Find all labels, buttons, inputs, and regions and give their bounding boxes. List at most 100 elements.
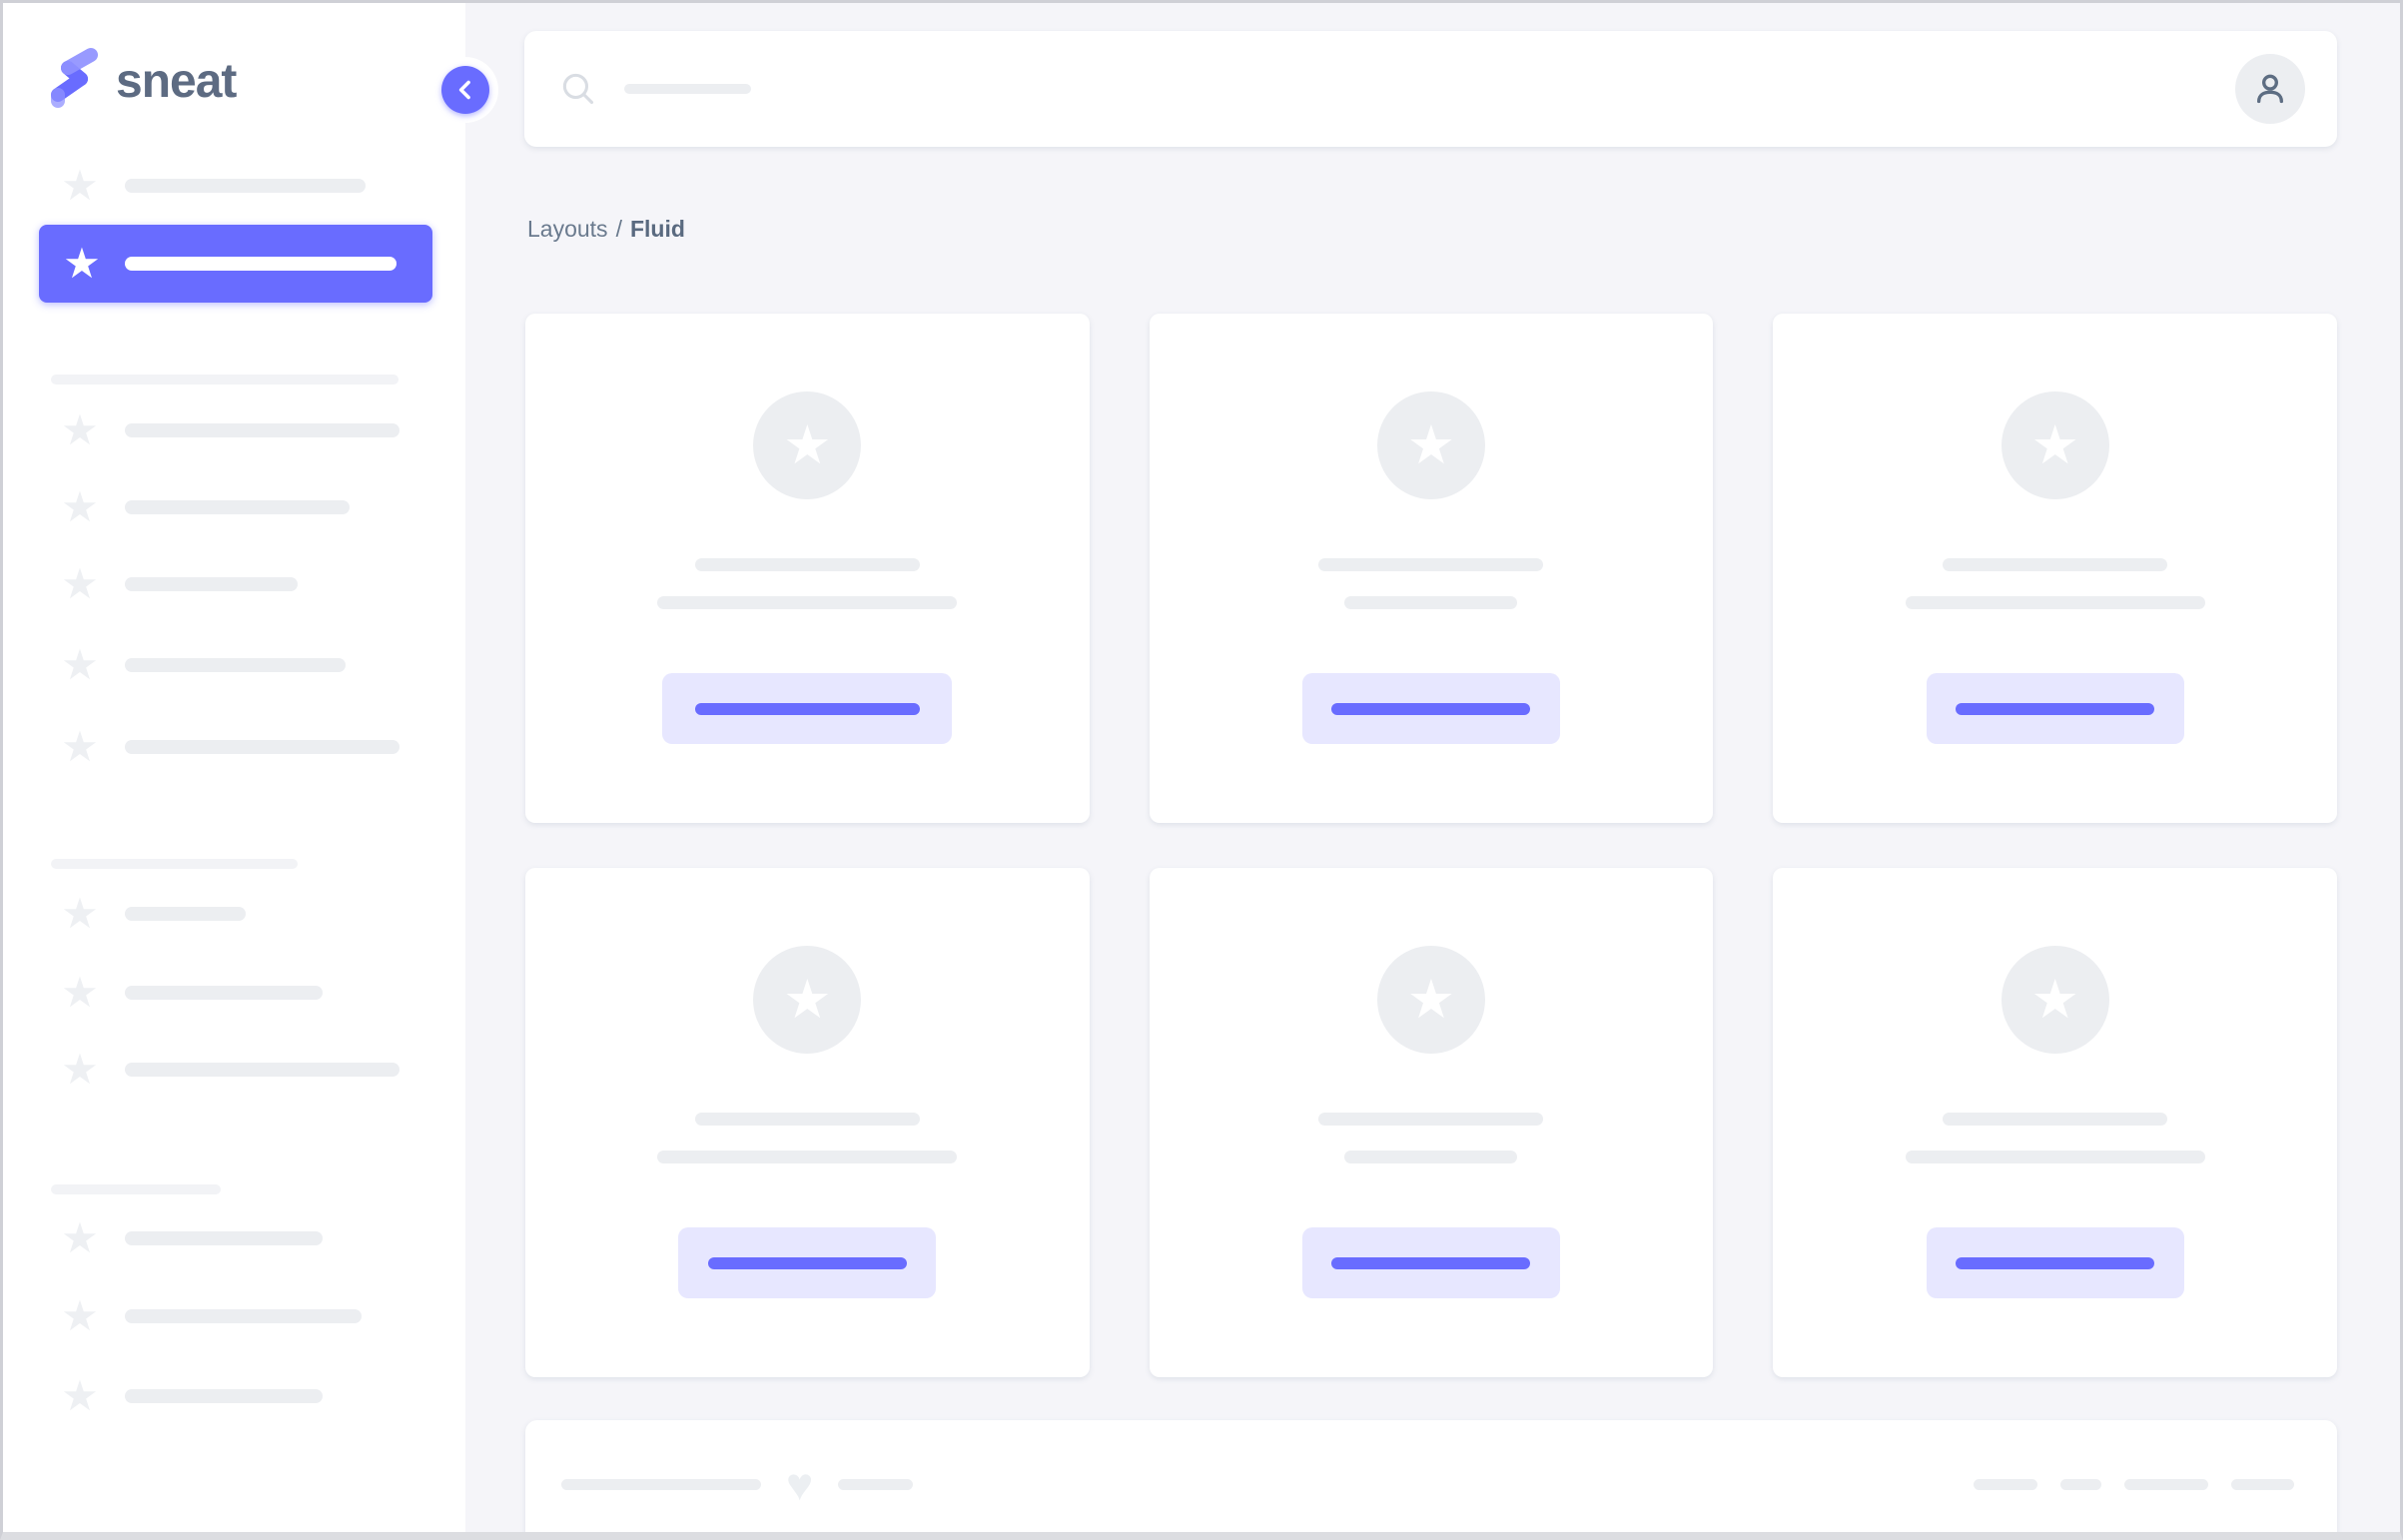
card-text-bar [1905, 1151, 2205, 1163]
card-action-button[interactable] [1926, 1227, 2184, 1298]
heart-icon: ♥ [786, 1458, 814, 1510]
sidebar-item[interactable]: ★ [3, 1199, 465, 1277]
sidebar-item-label-bar [125, 257, 397, 271]
footer-left-group: ♥ [561, 1458, 914, 1510]
placeholder-card: ★ [1149, 868, 1714, 1377]
card-text-bar [694, 1113, 920, 1126]
button-label-bar [707, 1256, 907, 1269]
sidebar-item[interactable]: ★ [3, 1277, 465, 1355]
footer-link-bar [2124, 1478, 2208, 1490]
app-logo[interactable]: sneat [48, 47, 237, 117]
card-grid: ★ ★ ★ ★ ★ ★ [525, 314, 2337, 1377]
star-icon: ★ [61, 723, 99, 770]
sidebar-item[interactable]: ★ [3, 468, 465, 546]
card-action-button[interactable] [1926, 673, 2184, 744]
sidebar-item-label-bar [125, 658, 346, 672]
sidebar-item-label-bar [125, 577, 298, 591]
sidebar-section-heading-bar [51, 859, 298, 869]
search-icon [562, 73, 594, 105]
sidebar-item-label-bar [125, 423, 400, 437]
sidebar-menu: ★ ★ ★ ★ ★ ★ ★ ★ ★ ★ ★ ★ ★ [3, 3, 465, 1532]
sidebar-item-label-bar [125, 986, 323, 1000]
sidebar-item[interactable]: ★ [3, 708, 465, 786]
card-text-bar [1344, 1151, 1518, 1163]
search-input[interactable] [560, 31, 751, 147]
user-avatar[interactable] [2235, 54, 2305, 124]
app-logo-text: sneat [116, 55, 237, 108]
breadcrumb-item-layouts[interactable]: Layouts [527, 216, 608, 242]
card-text-bar [694, 558, 920, 571]
placeholder-card: ★ [1773, 314, 2337, 823]
star-icon: ★ [61, 1214, 99, 1261]
sidebar-item[interactable]: ★ [3, 545, 465, 623]
topbar [524, 31, 2337, 147]
star-icon: ★ [2030, 415, 2079, 475]
sidebar-collapse-button[interactable] [432, 57, 498, 123]
card-text-bar [1943, 1113, 2168, 1126]
sidebar-item[interactable]: ★ [3, 875, 465, 953]
star-icon: ★ [61, 1292, 99, 1339]
button-label-bar [694, 702, 920, 715]
button-label-bar [1956, 702, 2155, 715]
breadcrumb: Layouts / Fluid [527, 215, 685, 243]
card-action-button[interactable] [678, 1227, 937, 1298]
star-icon: ★ [1406, 415, 1456, 475]
card-text-bar [1318, 1113, 1544, 1126]
card-text-bar [657, 596, 958, 609]
button-label-bar [1956, 1256, 2155, 1269]
sidebar-item-label-bar [125, 907, 246, 921]
card-action-button[interactable] [662, 673, 953, 744]
card-avatar-circle: ★ [2001, 391, 2109, 499]
sidebar-item-label-bar [125, 1063, 400, 1077]
star-icon: ★ [61, 162, 99, 209]
sidebar-item[interactable]: ★ [3, 954, 465, 1032]
card-avatar-circle: ★ [1376, 391, 1485, 499]
sidebar-item-label-bar [125, 740, 400, 754]
sidebar-section-heading-bar [51, 1184, 221, 1194]
user-icon [2257, 74, 2283, 104]
sidebar-item-label-bar [125, 1389, 323, 1403]
footer-link-bar [2231, 1478, 2294, 1490]
button-label-bar [1331, 702, 1531, 715]
star-icon: ★ [61, 969, 99, 1016]
sidebar-item-label-bar [125, 1231, 323, 1245]
placeholder-card: ★ [1773, 868, 2337, 1377]
card-action-button[interactable] [1301, 1227, 1560, 1298]
sidebar-item[interactable]: ★ [3, 147, 465, 225]
star-icon: ★ [61, 406, 99, 453]
sidebar-item-label-bar [125, 1309, 362, 1323]
chevron-left-icon [441, 66, 489, 114]
star-icon: ★ [1406, 970, 1456, 1030]
card-avatar-circle: ★ [753, 946, 862, 1054]
sidebar-item[interactable]: ★ [3, 1031, 465, 1109]
star-icon: ★ [61, 560, 99, 607]
card-avatar-circle: ★ [2001, 946, 2109, 1054]
card-text-bar [1318, 558, 1544, 571]
sidebar-item-active[interactable]: ★ [39, 225, 432, 303]
card-text-bar [1905, 596, 2205, 609]
star-icon: ★ [61, 1372, 99, 1419]
footer-row: ♥ [561, 1461, 2294, 1507]
sidebar-item[interactable]: ★ [3, 626, 465, 704]
sneat-logo-icon [51, 48, 98, 108]
sidebar-item[interactable]: ★ [3, 1357, 465, 1435]
breadcrumb-separator: / [615, 216, 622, 242]
star-icon: ★ [61, 641, 99, 688]
main-content: Layouts / Fluid ★ ★ ★ ★ ★ ★ ♥ [465, 3, 2400, 1532]
star-icon: ★ [783, 970, 832, 1030]
star-icon: ★ [61, 1046, 99, 1093]
card-action-button[interactable] [1301, 673, 1560, 744]
card-avatar-circle: ★ [753, 391, 862, 499]
sidebar-section-heading-bar [51, 375, 399, 385]
star-icon: ★ [61, 890, 99, 937]
footer-right-group [1974, 1478, 2294, 1490]
sidebar: sneat ★ ★ ★ ★ ★ ★ ★ ★ ★ ★ ★ ★ ★ [3, 3, 465, 1532]
sidebar-item-label-bar [125, 179, 366, 193]
footer-link-bar [2060, 1478, 2101, 1490]
placeholder-card: ★ [1149, 314, 1714, 823]
footer-text-bar [561, 1478, 761, 1490]
sidebar-item[interactable]: ★ [3, 391, 465, 469]
card-text-bar [657, 1151, 958, 1163]
breadcrumb-item-current: Fluid [629, 216, 685, 242]
